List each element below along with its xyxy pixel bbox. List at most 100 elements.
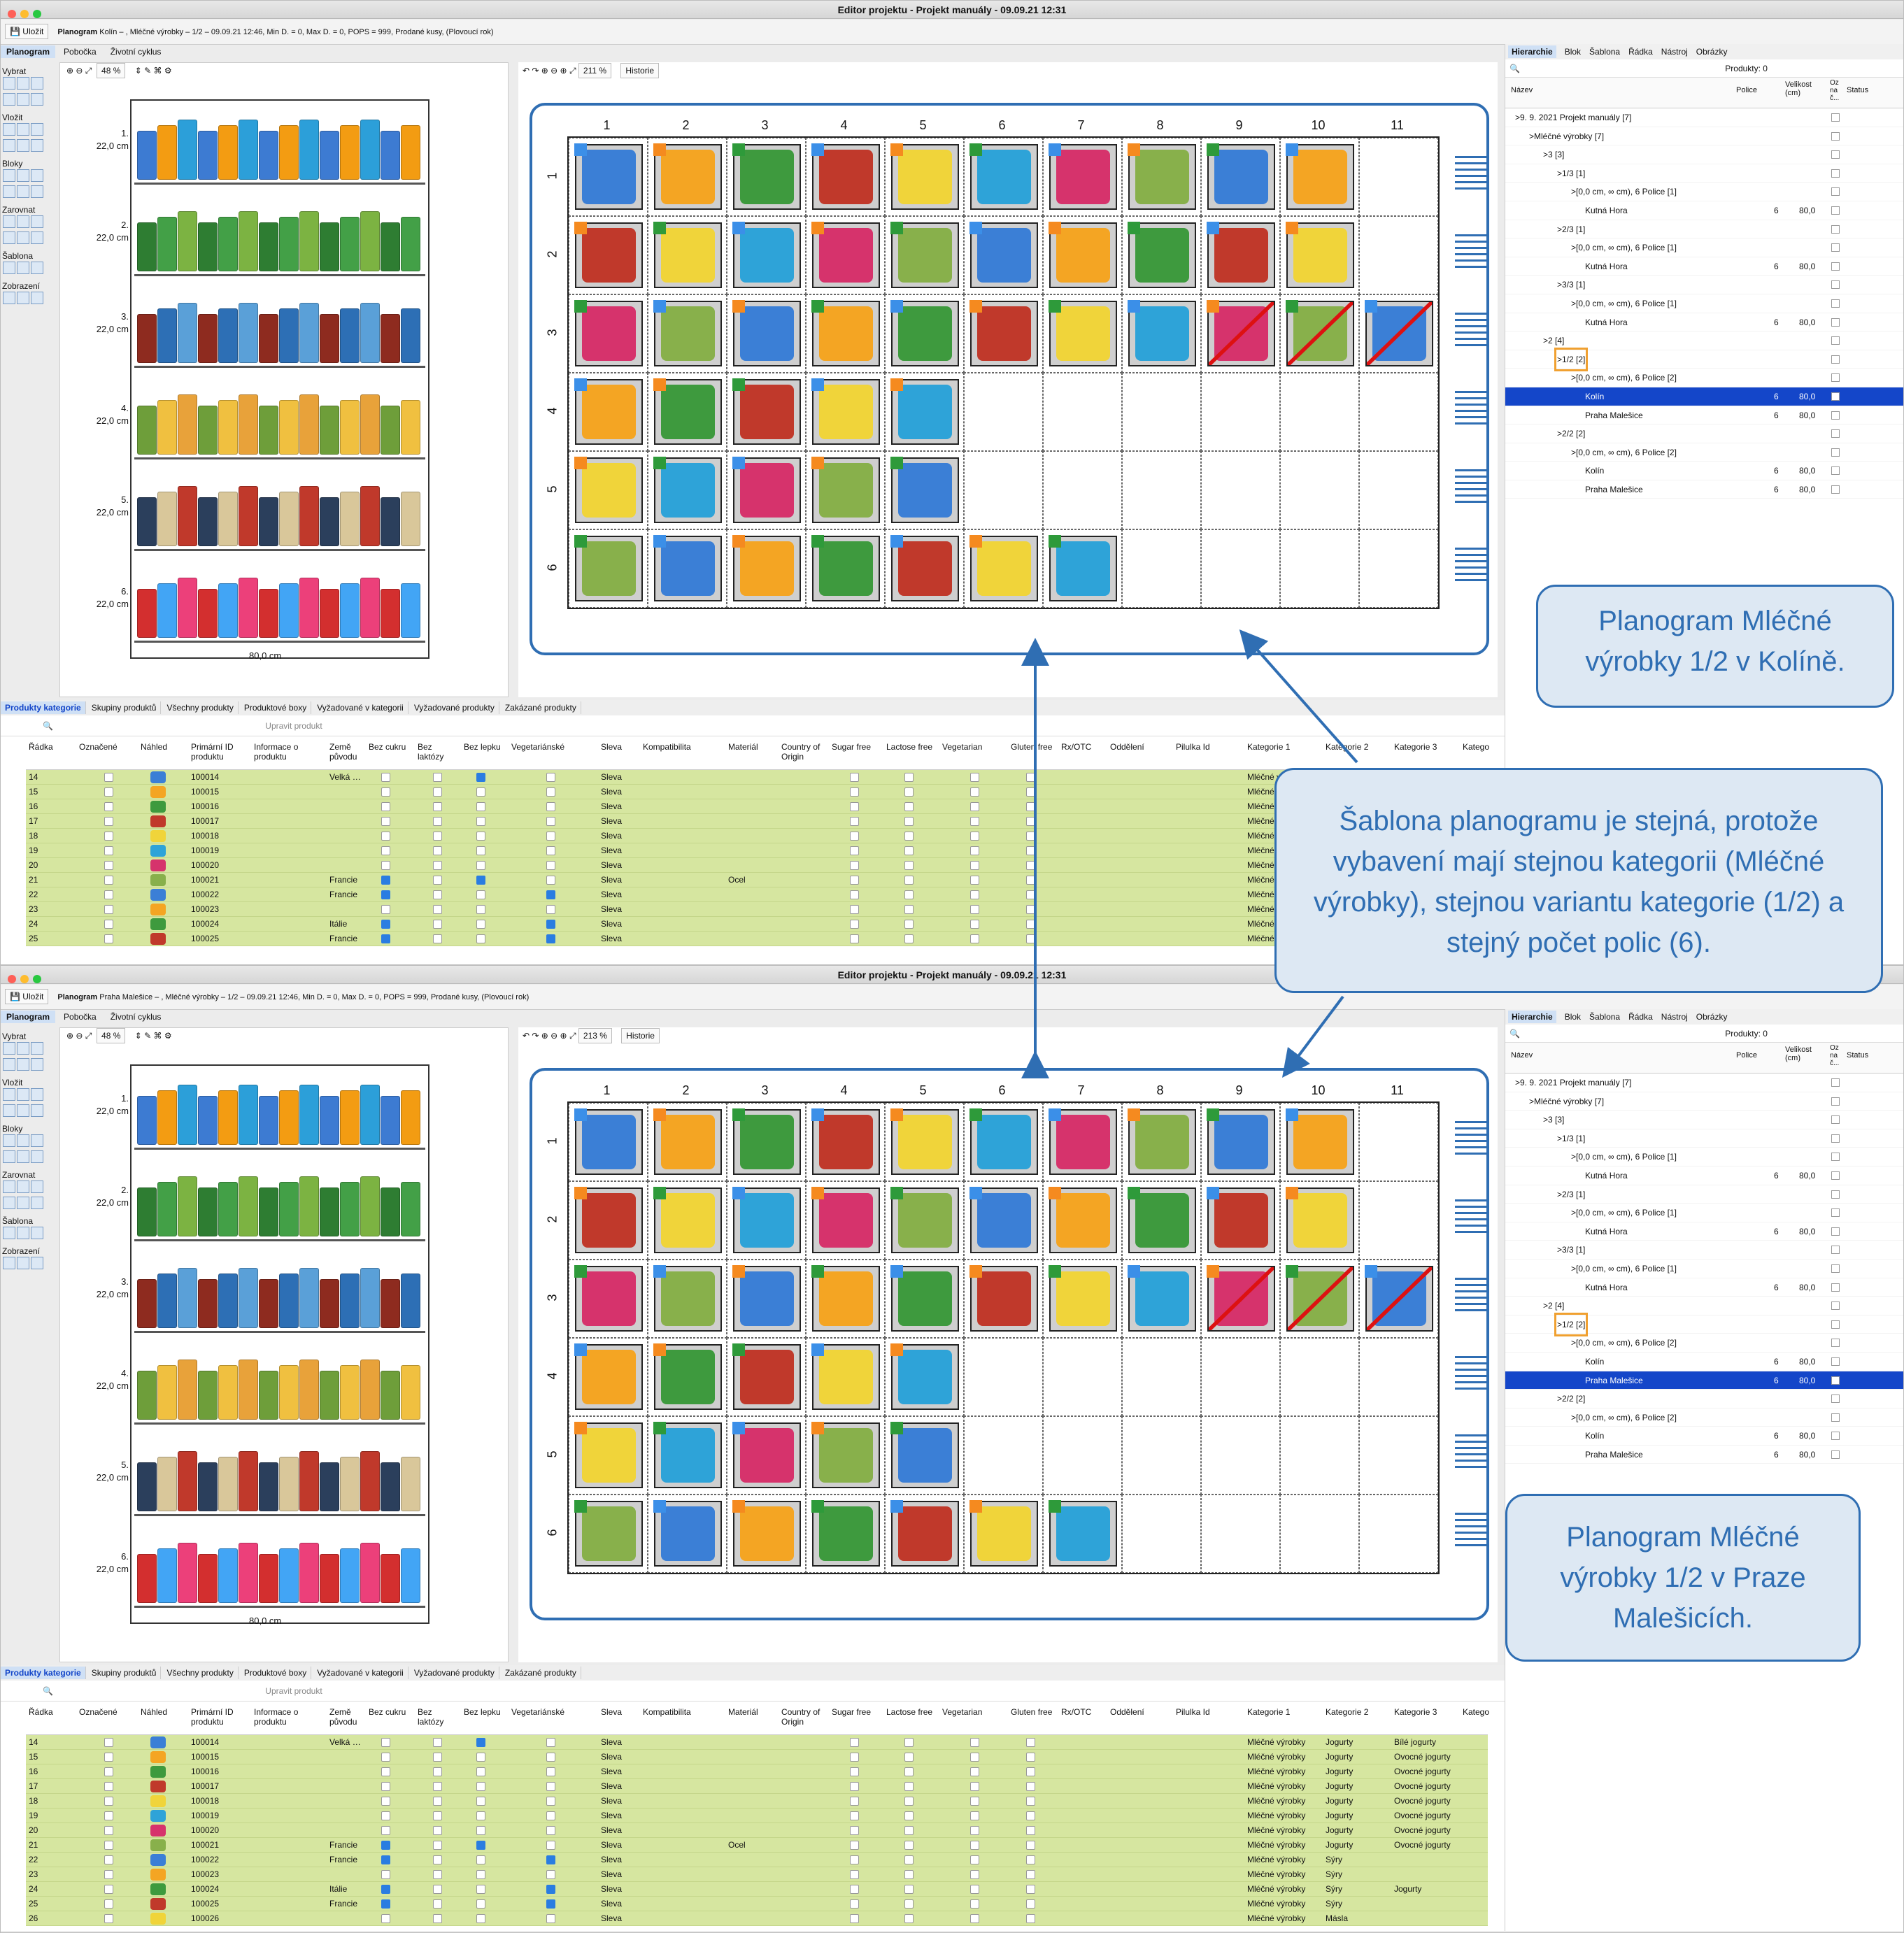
tree-checkbox[interactable] xyxy=(1831,411,1840,420)
table-header-cell[interactable]: Informace o produktu xyxy=(254,742,299,762)
cell-sugar-free-checkbox[interactable] xyxy=(850,890,859,899)
cell-bez-cukru-checkbox[interactable] xyxy=(381,802,390,811)
cell-sugar-free-checkbox[interactable] xyxy=(850,802,859,811)
grid-product[interactable] xyxy=(811,378,880,445)
grid-product[interactable] xyxy=(732,457,801,523)
table-header-cell[interactable]: Kompatibilita xyxy=(643,1707,691,1717)
cell-gluten-free-checkbox[interactable] xyxy=(1026,817,1035,826)
tree-checkbox[interactable] xyxy=(1831,1320,1840,1329)
grid-cell[interactable] xyxy=(806,451,885,529)
rack-product[interactable] xyxy=(218,1090,238,1145)
rack-product[interactable] xyxy=(239,1176,258,1236)
right-tab-4[interactable]: Nástroj xyxy=(1661,47,1688,57)
tree-row[interactable]: >1/2 [2] xyxy=(1505,347,1903,372)
cell-bez-lepku-checkbox[interactable] xyxy=(476,905,485,914)
grid-cell[interactable] xyxy=(1359,1338,1438,1416)
grid-cell[interactable] xyxy=(1201,1181,1280,1260)
grid-cell[interactable] xyxy=(1359,138,1438,216)
tool-icon[interactable] xyxy=(31,1088,43,1101)
grid-cell[interactable] xyxy=(1280,1495,1359,1573)
tool-icon[interactable] xyxy=(17,215,29,228)
products-tab-3[interactable]: Produktové boxy xyxy=(239,1667,312,1679)
cell-vegetarian-checkbox[interactable] xyxy=(970,817,979,826)
table-header-cell[interactable]: Označené xyxy=(79,1707,118,1717)
grid-cell[interactable] xyxy=(1280,138,1359,216)
grid-cell[interactable] xyxy=(1359,373,1438,451)
cell-bez-lepku-checkbox[interactable] xyxy=(476,1753,485,1762)
shelf-handle-icon[interactable] xyxy=(1455,313,1487,350)
rack-product[interactable] xyxy=(401,125,420,180)
rack-product[interactable] xyxy=(157,217,177,271)
grid-cell[interactable] xyxy=(964,138,1043,216)
grid-product[interactable] xyxy=(890,300,959,366)
shelf-handle-icon[interactable] xyxy=(1455,1513,1487,1550)
cell-bez-cukru-checkbox[interactable] xyxy=(381,920,390,929)
rack-product[interactable] xyxy=(299,1543,319,1603)
cell-vegetarianske-checkbox[interactable] xyxy=(546,1899,555,1909)
rack-product[interactable] xyxy=(198,589,218,638)
cell-bez-laktozy-checkbox[interactable] xyxy=(433,890,442,899)
cell-gluten-free-checkbox[interactable] xyxy=(1026,1753,1035,1762)
rack-product[interactable] xyxy=(360,486,380,546)
rack-product[interactable] xyxy=(340,400,360,455)
right-tab-1[interactable]: Blok xyxy=(1564,1012,1582,1022)
cell-bez-cukru-checkbox[interactable] xyxy=(381,787,390,797)
rack-product[interactable] xyxy=(279,1548,299,1603)
grid-product[interactable] xyxy=(1049,222,1117,288)
tree-row[interactable]: >2/2 [2] xyxy=(1505,425,1903,443)
rack-product[interactable] xyxy=(320,589,339,638)
tree-row[interactable]: >1/3 [1] xyxy=(1505,1129,1903,1148)
cell-vegetarianske-checkbox[interactable] xyxy=(546,920,555,929)
cell-gluten-free-checkbox[interactable] xyxy=(1026,846,1035,855)
rack-product[interactable] xyxy=(340,1090,360,1145)
tree-row[interactable]: >3 [3] xyxy=(1505,145,1903,164)
grid-product[interactable] xyxy=(811,1422,880,1488)
cell-sugar-free-checkbox[interactable] xyxy=(850,905,859,914)
grid-cell[interactable] xyxy=(1043,1260,1122,1338)
grid-cell[interactable] xyxy=(727,216,806,294)
rack-product[interactable] xyxy=(401,583,420,638)
grid-product[interactable] xyxy=(969,1108,1038,1175)
tree-row[interactable]: Kutná Hora 6 80,0 xyxy=(1505,1278,1903,1297)
cell-vegetarianske-checkbox[interactable] xyxy=(546,846,555,855)
rack-product[interactable] xyxy=(198,1462,218,1511)
grid-cell[interactable] xyxy=(964,1181,1043,1260)
cell-bez-cukru-checkbox[interactable] xyxy=(381,876,390,885)
rack-product[interactable] xyxy=(381,131,400,180)
grid-cell[interactable] xyxy=(964,1495,1043,1573)
cell-bez-cukru-checkbox[interactable] xyxy=(381,1885,390,1894)
table-header-cell[interactable]: Katego xyxy=(1463,1707,1490,1717)
tree-checkbox[interactable] xyxy=(1831,299,1840,308)
rack-product[interactable] xyxy=(198,497,218,546)
rack-product[interactable] xyxy=(239,1543,258,1603)
rack-product[interactable] xyxy=(259,1279,278,1328)
cell-vegetarianske-checkbox[interactable] xyxy=(546,1811,555,1820)
cell-sugar-free-checkbox[interactable] xyxy=(850,832,859,841)
grid-cell[interactable] xyxy=(569,1181,648,1260)
tool-icon[interactable] xyxy=(17,77,29,90)
rack-product[interactable] xyxy=(218,1182,238,1236)
table-header-cell[interactable]: Oddělení xyxy=(1110,742,1144,752)
rack-product[interactable] xyxy=(299,1451,319,1511)
cell-lactose-free-checkbox[interactable] xyxy=(904,1738,914,1747)
tree-checkbox[interactable] xyxy=(1831,318,1840,327)
cell-vegetarianske-checkbox[interactable] xyxy=(546,787,555,797)
tree-checkbox[interactable] xyxy=(1831,1395,1840,1404)
rack-product[interactable] xyxy=(137,314,157,363)
tree-row[interactable]: >3 [3] xyxy=(1505,1111,1903,1129)
cell-bez-laktozy-checkbox[interactable] xyxy=(433,1855,442,1864)
tool-icon[interactable] xyxy=(31,185,43,198)
cell-bez-lepku-checkbox[interactable] xyxy=(476,802,485,811)
rack-product[interactable] xyxy=(157,492,177,546)
rack-product[interactable] xyxy=(239,1451,258,1511)
grid-cell[interactable] xyxy=(727,138,806,216)
grid-product[interactable] xyxy=(732,1265,801,1332)
rack-product[interactable] xyxy=(381,589,400,638)
rack-product[interactable] xyxy=(360,211,380,271)
tree-row[interactable]: >[0,0 cm, ∞ cm), 6 Police [2] xyxy=(1505,1334,1903,1353)
products-tab-5[interactable]: Vyžadované produkty xyxy=(409,701,499,714)
tool-icon[interactable] xyxy=(3,77,15,90)
table-header-cell[interactable]: Informace o produktu xyxy=(254,1707,299,1727)
cell-vegetarian-checkbox[interactable] xyxy=(970,1811,979,1820)
rack-product[interactable] xyxy=(299,1268,319,1328)
